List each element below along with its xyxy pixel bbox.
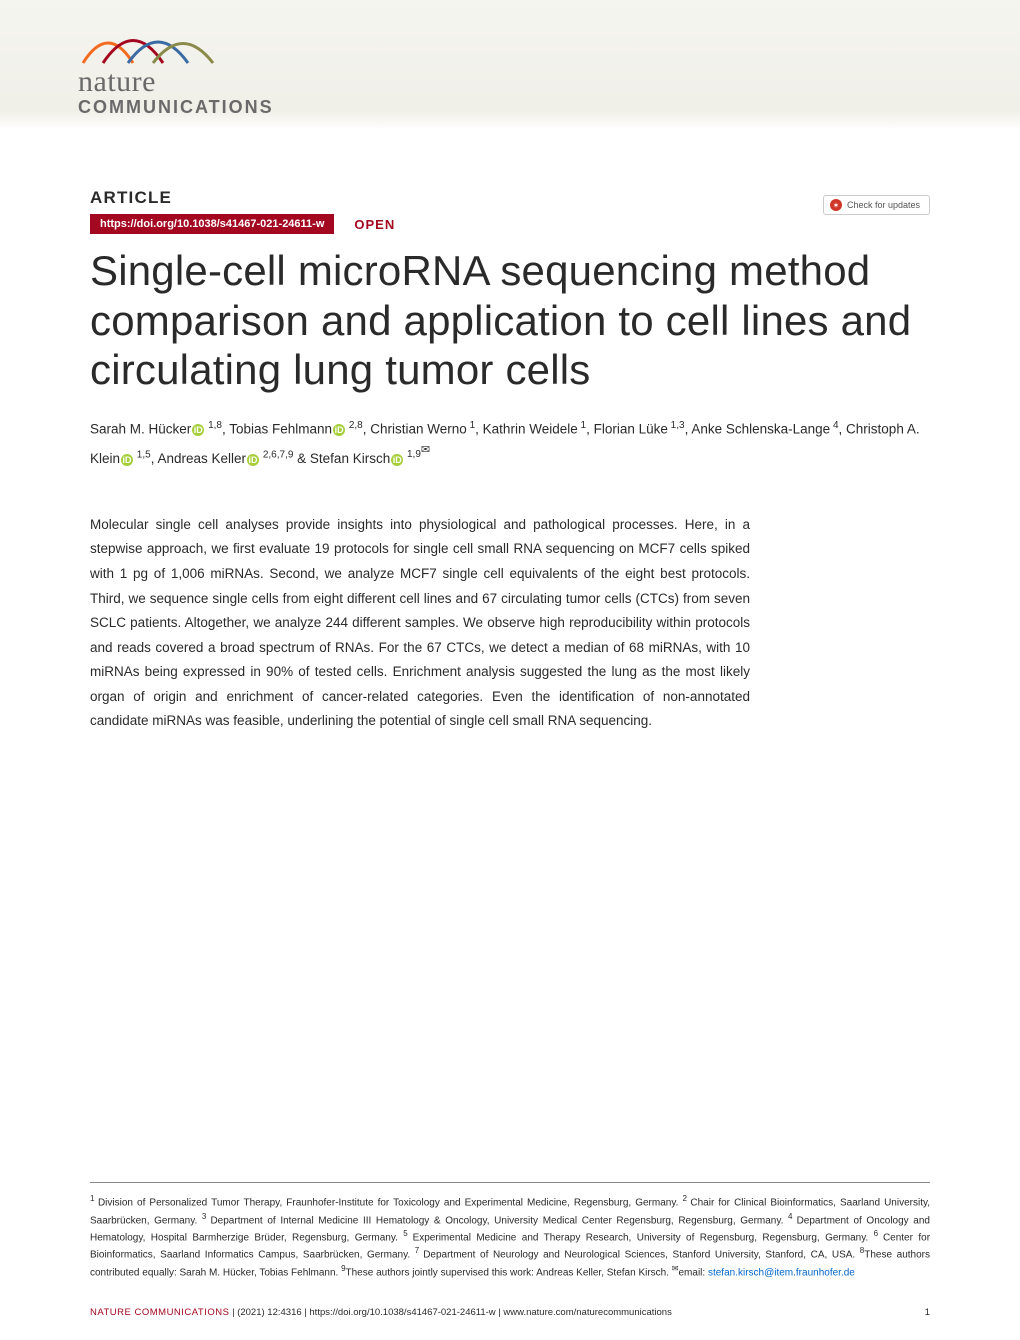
author-name: Florian Lüke [594,421,668,436]
author-affil: 2,6,7,9 [260,449,293,460]
orcid-icon[interactable]: iD [121,454,133,466]
author-name: Sarah M. Hücker [90,421,191,436]
author-affil: 1,9✉ [404,449,430,460]
abstract-text: Molecular single cell analyses provide i… [90,513,750,734]
logo-text-nature: nature [78,65,274,99]
open-access-label: OPEN [354,217,395,232]
authors-list: Sarah M. HückeriD 1,8, Tobias FehlmanniD… [90,417,930,471]
check-updates-icon: ✶ [830,199,842,211]
doi-link[interactable]: https://doi.org/10.1038/s41467-021-24611… [90,214,334,234]
envelope-icon: ✉ [672,1264,679,1273]
author-name: Kathrin Weidele [483,421,578,436]
page-number: 1 [925,1307,930,1318]
footer-left: NATURE COMMUNICATIONS | (2021) 12:4316 |… [90,1307,672,1318]
orcid-icon[interactable]: iD [391,454,403,466]
author-name: Tobias Fehlmann [229,421,332,436]
page-footer: NATURE COMMUNICATIONS | (2021) 12:4316 |… [90,1307,930,1318]
author-affil: 1 [578,420,586,431]
corresponding-email-link[interactable]: stefan.kirsch@item.fraunhofer.de [708,1267,855,1278]
corresponding-icon: ✉ [421,441,430,460]
author-affil: 2,8 [346,420,363,431]
author-affil: 1,8 [205,420,222,431]
author-name: Andreas Keller [157,451,246,466]
author-affil: 1,5 [134,449,151,460]
author-name: Anke Schlenska-Lange [691,421,830,436]
doi-row: https://doi.org/10.1038/s41467-021-24611… [90,214,930,234]
author-name: Stefan Kirsch [310,451,390,466]
footer-citation: (2021) 12:4316 | https://doi.org/10.1038… [237,1307,672,1318]
article-type-label: ARTICLE [90,188,930,208]
check-updates-label: Check for updates [847,200,920,210]
footer-journal: NATURE COMMUNICATIONS [90,1307,229,1318]
logo-swoosh-icon [78,18,228,68]
journal-logo: nature COMMUNICATIONS [78,18,274,118]
logo-text-communications: COMMUNICATIONS [78,97,274,118]
article-title: Single-cell microRNA sequencing method c… [90,246,930,395]
affiliations-block: 1 Division of Personalized Tumor Therapy… [90,1182,930,1280]
author-affil: 1,3 [668,420,685,431]
author-affil: 4 [830,420,838,431]
orcid-icon[interactable]: iD [192,424,204,436]
author-name: Christian Werno [370,421,467,436]
orcid-icon[interactable]: iD [247,454,259,466]
check-updates-button[interactable]: ✶ Check for updates [823,195,930,215]
author-affil: 1 [467,420,475,431]
journal-banner: nature COMMUNICATIONS [0,0,1020,130]
orcid-icon[interactable]: iD [333,424,345,436]
